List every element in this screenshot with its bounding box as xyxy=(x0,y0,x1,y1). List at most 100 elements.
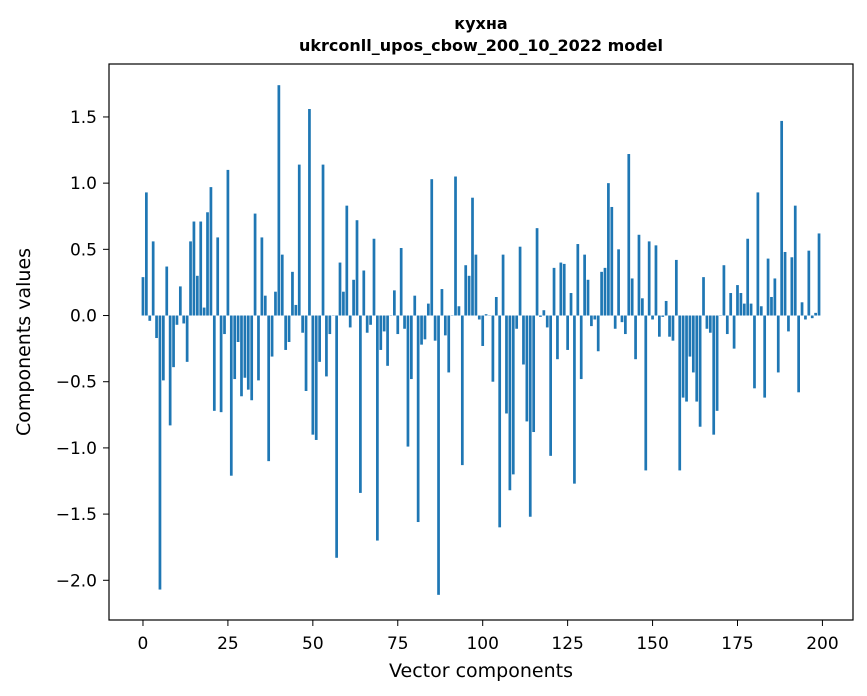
bar xyxy=(783,251,787,316)
bar xyxy=(481,315,485,346)
bar xyxy=(321,164,325,316)
bar xyxy=(562,263,566,316)
bar xyxy=(420,315,423,345)
bar xyxy=(291,271,294,316)
bar xyxy=(362,270,366,316)
bar xyxy=(236,315,240,342)
y-tick-label: 0.5 xyxy=(70,240,97,260)
x-tick-label: 150 xyxy=(636,634,668,654)
bar xyxy=(702,277,705,316)
bar xyxy=(739,293,743,316)
bar xyxy=(314,315,318,440)
bar xyxy=(192,221,196,316)
bar xyxy=(759,306,763,316)
bar xyxy=(542,310,546,316)
y-tick-label: 1.5 xyxy=(70,108,97,128)
bar xyxy=(396,315,400,335)
bar xyxy=(165,266,169,316)
bar xyxy=(474,254,478,316)
bar xyxy=(426,303,430,316)
bar xyxy=(698,315,702,427)
bar xyxy=(158,315,162,590)
bar xyxy=(522,315,525,365)
bar xyxy=(505,315,508,414)
bar xyxy=(539,315,542,317)
x-tick-label: 0 xyxy=(138,634,149,654)
bar xyxy=(209,187,213,316)
bar xyxy=(573,315,576,484)
bar xyxy=(297,164,301,316)
bar xyxy=(178,286,182,316)
bar xyxy=(151,241,155,316)
bar xyxy=(732,315,736,349)
bar xyxy=(477,315,481,320)
bar xyxy=(416,315,420,523)
bar xyxy=(627,154,631,316)
bar xyxy=(596,315,600,352)
bar xyxy=(484,314,488,316)
bar xyxy=(814,312,817,316)
bar xyxy=(189,241,192,316)
bar xyxy=(355,220,359,316)
bar xyxy=(145,192,148,316)
bar xyxy=(756,192,760,316)
bar xyxy=(277,85,281,316)
bar xyxy=(691,315,695,373)
bar xyxy=(443,315,447,336)
bar xyxy=(491,315,495,382)
bar xyxy=(348,315,352,328)
bar xyxy=(800,302,804,316)
bar xyxy=(651,315,654,320)
bar xyxy=(229,315,233,476)
bar xyxy=(352,279,355,316)
bar xyxy=(569,293,573,316)
x-tick-label: 100 xyxy=(466,634,498,654)
bar xyxy=(175,315,179,325)
bar xyxy=(630,278,634,316)
bar xyxy=(634,315,637,360)
bar xyxy=(549,315,552,456)
bar xyxy=(457,306,461,316)
bar xyxy=(508,315,512,491)
bar xyxy=(817,233,821,316)
bar xyxy=(369,315,372,325)
bar xyxy=(654,245,658,316)
bar xyxy=(494,296,498,316)
bar xyxy=(613,315,617,329)
bar xyxy=(240,315,243,397)
bar xyxy=(185,315,189,362)
bar xyxy=(263,295,267,316)
bar xyxy=(335,315,338,558)
bar xyxy=(708,315,712,333)
bar xyxy=(182,315,186,324)
chart-subtitle: ukrconll_upos_cbow_200_10_2022 model xyxy=(299,36,663,55)
bar xyxy=(590,315,593,327)
bar xyxy=(148,315,152,321)
bar xyxy=(250,315,254,401)
x-tick-label: 25 xyxy=(217,634,239,654)
bar xyxy=(685,315,688,402)
bar xyxy=(168,315,172,426)
bar xyxy=(583,254,586,316)
bar xyxy=(308,109,311,316)
bar xyxy=(532,315,536,433)
bar xyxy=(376,315,379,541)
bar xyxy=(318,315,321,362)
bar xyxy=(610,206,614,316)
bar xyxy=(671,315,675,341)
bar xyxy=(246,315,250,390)
bar xyxy=(725,315,729,335)
bar xyxy=(501,254,505,316)
bar xyxy=(257,315,260,381)
bar xyxy=(773,278,777,316)
bar xyxy=(382,315,386,332)
bar xyxy=(552,267,556,316)
bar xyxy=(423,315,427,340)
bar xyxy=(647,241,651,316)
bar xyxy=(410,315,413,380)
bar xyxy=(749,303,753,316)
bar xyxy=(617,249,620,316)
bar xyxy=(535,228,539,316)
